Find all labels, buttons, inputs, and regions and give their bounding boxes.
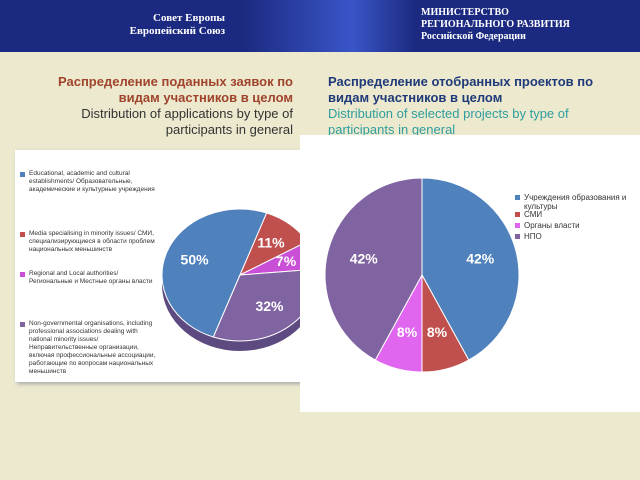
legend-swatch (20, 322, 25, 327)
legend-item: НПО (515, 232, 634, 241)
legend-item: Media specialising in minority issues/ С… (20, 230, 159, 254)
legend-label: Educational, academic and cultural estab… (29, 170, 155, 193)
header-text: Совет Европы (153, 12, 225, 24)
pie-slice (421, 177, 520, 361)
header-text: РЕГИОНАЛЬНОГО РАЗВИТИЯ (421, 19, 570, 30)
chart-subtitle: Distribution of selected projects by typ… (328, 106, 569, 137)
legend-swatch (20, 232, 25, 237)
legend-item: Органы власти (515, 221, 634, 230)
legend-swatch (515, 195, 520, 200)
legend-item: Учреждения образования и культуры (515, 193, 634, 211)
header-band (0, 0, 640, 52)
legend-swatch (515, 212, 520, 217)
chart-heading: Распределение поданных заявок по видам у… (30, 74, 293, 138)
pie-chart: 42% 8% 8% 42% (324, 177, 520, 373)
legend-label: Regional and Local authorities/ Регионал… (29, 270, 153, 285)
header-text: МИНИСТЕРСТВО (421, 7, 509, 18)
legend-label: Non-governmental organisations, includin… (29, 320, 156, 375)
legend-label: Media specialising in minority issues/ С… (29, 230, 155, 253)
legend-label: НПО (524, 232, 542, 241)
pie-slice (239, 242, 305, 276)
value-label: 50% (181, 252, 210, 268)
value-label: 8% (397, 324, 418, 340)
pie-slice (239, 212, 305, 277)
chart-panel: 42% 8% 8% 42% Учреждения образования и куль… (300, 135, 640, 412)
value-label: 8% (427, 324, 448, 340)
chart-heading: Распределение отобранных проектов по вид… (328, 74, 628, 138)
chart-title: Распределение поданных заявок по видам у… (58, 74, 293, 105)
legend-label: СМИ (524, 210, 543, 219)
legend-swatch (20, 272, 25, 277)
legend-swatch (515, 234, 520, 239)
legend-swatch (20, 172, 25, 177)
header-left: Совет Европы Европейский Союз (120, 12, 225, 38)
value-label: 11% (257, 234, 285, 250)
legend-item: Non-governmental organisations, includin… (20, 320, 159, 376)
value-label: 32% (255, 298, 284, 314)
value-label: 7% (276, 253, 297, 269)
legend-label: Учреждения образования и культуры (524, 193, 627, 211)
value-label: 42% (466, 251, 495, 267)
header-text: Российской Федерации (421, 31, 526, 42)
chart-subtitle: Distribution of applications by type of … (81, 106, 293, 137)
header-right: МИНИСТЕРСТВО РЕГИОНАЛЬНОГО РАЗВИТИЯ Росс… (421, 7, 570, 43)
legend-item: СМИ (515, 210, 634, 219)
pie-slice (212, 269, 305, 342)
legend-item: Regional and Local authorities/ Регионал… (20, 270, 159, 286)
legend-label: Органы власти (524, 221, 580, 230)
value-label: 42% (350, 251, 379, 267)
chart-title: Распределение отобранных проектов по вид… (328, 74, 594, 105)
pie-slice (324, 177, 423, 361)
legend-swatch (515, 223, 520, 228)
legend-item: Educational, academic and cultural estab… (20, 170, 159, 194)
pie-slice (161, 208, 268, 338)
header-text: Европейский Союз (129, 25, 225, 37)
chart-panel: 50% 11% 7% 32% Educational, academic and cu… (15, 150, 305, 382)
pie-chart: 50% 11% 7% 32% (161, 208, 305, 351)
